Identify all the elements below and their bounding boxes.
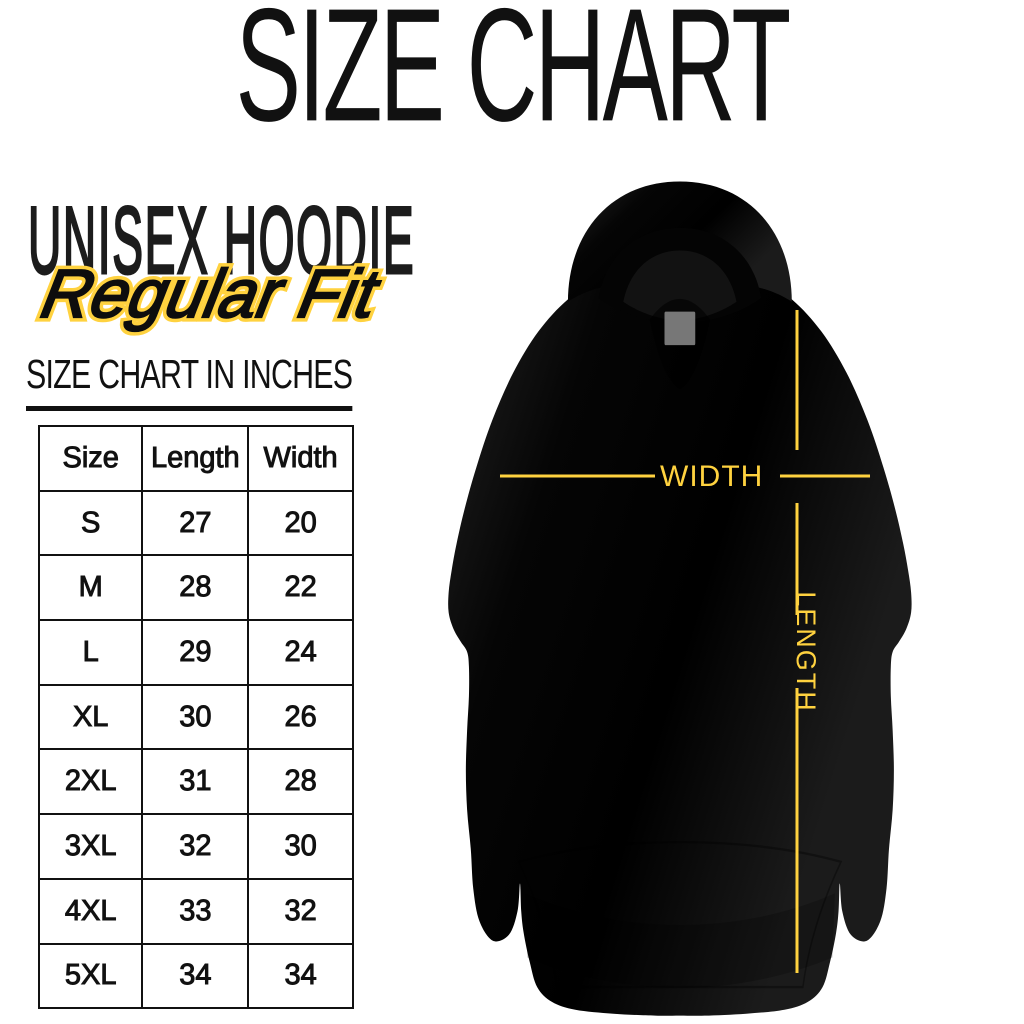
svg-text:WIDTH: WIDTH xyxy=(660,460,763,493)
svg-text:LENGTH: LENGTH xyxy=(791,591,821,713)
